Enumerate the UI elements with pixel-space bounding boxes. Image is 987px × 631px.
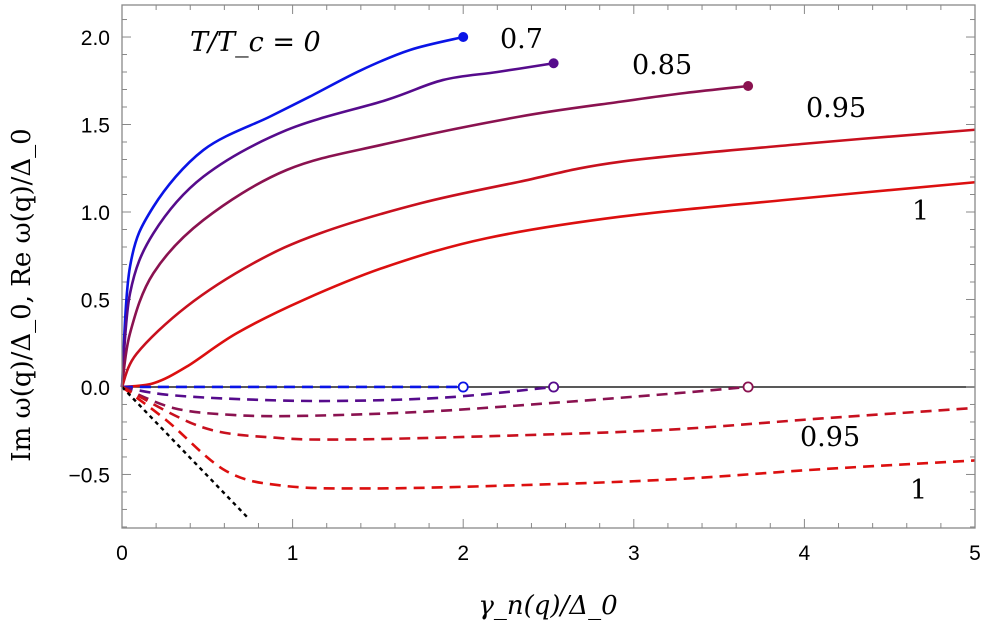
series-asymptote-T-line <box>121 386 250 520</box>
x-tick-labels: 0 1 2 3 4 5 <box>116 542 981 565</box>
x-tick-label: 4 <box>799 542 811 565</box>
series-re-T0-line <box>120 35 464 388</box>
y-tick-label: 2.0 <box>81 27 110 50</box>
series-im-T0.85-line <box>121 385 749 418</box>
annotation-im-1: 1 <box>910 475 927 506</box>
series-re-T0.85-line <box>120 84 749 388</box>
endpoint-marker-open <box>742 381 754 393</box>
series-im-T0.95-line <box>121 385 976 441</box>
annotation-t0: T/T_c = 0 <box>190 27 321 58</box>
endpoint-marker-filled <box>458 32 469 43</box>
series-im-T1-line <box>121 385 976 490</box>
endpoint-marker-open <box>457 381 469 393</box>
y-tick-label: 0.5 <box>81 289 110 312</box>
endpoint-marker-filled <box>548 58 559 69</box>
y-axis-title: Im ω(q)/Δ_0, Re ω(q)/Δ_0 <box>7 128 37 461</box>
x-tick-label: 0 <box>116 542 128 565</box>
annotation-im-095: 0.95 <box>800 422 860 453</box>
annotation-re-1: 1 <box>912 196 929 227</box>
x-tick-label: 2 <box>457 542 469 565</box>
y-tick-label: 0.0 <box>81 377 110 400</box>
series-re-T0.7-line <box>120 61 554 388</box>
series-re-T1-line <box>121 180 976 389</box>
x-axis-title: γ_n(q)/Δ_0 <box>478 591 617 621</box>
annotation-re-095: 0.95 <box>806 93 866 124</box>
y-tick-label: 1.5 <box>81 115 110 138</box>
y-tick-label: 1.0 <box>81 202 110 225</box>
curves <box>120 35 976 520</box>
plot-frame <box>121 4 976 529</box>
y-tick-labels: 2.0 1.5 1.0 0.5 0.0 −0.5 <box>69 27 110 487</box>
series-re-T0.95-line <box>120 128 976 388</box>
series-im-T0.7-line <box>121 385 554 403</box>
endpoint-marker-open <box>548 381 560 393</box>
x-tick-label: 5 <box>969 542 981 565</box>
x-tick-label: 3 <box>628 542 640 565</box>
x-tick-label: 1 <box>287 542 299 565</box>
annotation-re-085: 0.85 <box>632 50 692 81</box>
annotation-re-07: 0.7 <box>500 24 543 55</box>
endpoint-marker-filled <box>743 81 754 92</box>
markers <box>457 32 754 393</box>
y-tick-label: −0.5 <box>69 464 110 487</box>
